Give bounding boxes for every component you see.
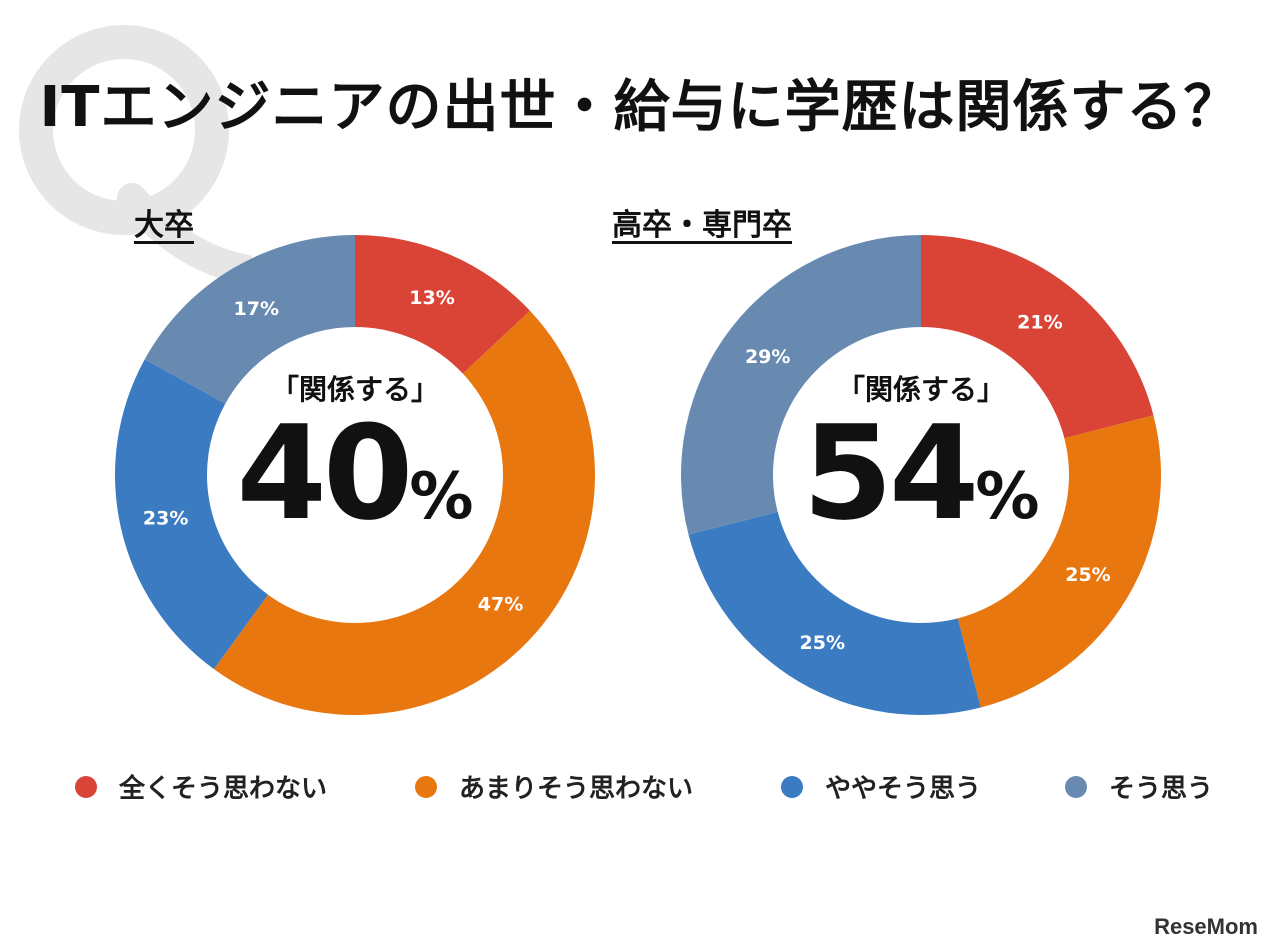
slice-data-label: 21% (1017, 312, 1062, 334)
legend-item: 全くそう思わない (75, 768, 327, 805)
legend-label: 全くそう思わない (119, 774, 328, 804)
donut-slice (681, 235, 921, 535)
donut-slice (921, 235, 1154, 439)
center-value: 54 (802, 397, 979, 549)
legend-swatch (75, 775, 97, 798)
donut-slice (114, 359, 269, 670)
legend-item: ややそう思う (781, 768, 981, 805)
legend-label: ややそう思う (825, 774, 982, 804)
slice-data-label: 25% (1065, 564, 1110, 586)
center-caption: 「関係する」 (270, 373, 439, 406)
brand-logo: ReseMom (1154, 914, 1258, 939)
legend-item: そう思う (1065, 768, 1213, 805)
legend-item: あまりそう思わない (415, 768, 693, 805)
page-title: ITエンジニアの出世・給与に学歴は関係する？ (39, 75, 1241, 140)
center-caption: 「関係する」 (836, 373, 1005, 406)
legend: 全くそう思わない あまりそう思わない ややそう思う そう思う (75, 768, 1235, 808)
slice-data-label: 17% (234, 298, 279, 320)
donut-slice (957, 415, 1161, 708)
slice-data-label: 29% (745, 346, 790, 368)
donut-chart-university: 13% 47% 23% 17% (114, 235, 596, 716)
donut-slice (688, 511, 981, 715)
slice-data-label: 23% (143, 507, 188, 529)
slice-data-label: 25% (800, 632, 845, 654)
center-value: 40 (236, 397, 413, 549)
center-summary-highschool: 「関係する」 54% (781, 368, 1061, 538)
center-unit: % (409, 460, 474, 534)
donut-slice (355, 235, 530, 374)
center-summary-university: 「関係する」 40% (215, 368, 495, 538)
legend-swatch (415, 775, 437, 798)
donut-slice (144, 235, 355, 404)
q-watermark-icon (19, 25, 252, 285)
chart-title-highschool: 高卒・専門卒 (612, 208, 792, 243)
chart-title-university: 大卒 (134, 208, 194, 243)
slice-data-label: 47% (478, 593, 523, 615)
legend-label: あまりそう思わない (459, 774, 694, 804)
legend-swatch (781, 775, 803, 798)
donut-chart-highschool: 21% 25% 25% 29% (681, 235, 1161, 715)
legend-swatch (1065, 775, 1087, 798)
donut-slice (213, 310, 596, 716)
legend-label: そう思う (1109, 774, 1214, 804)
slice-data-label: 13% (409, 287, 454, 309)
center-unit: % (975, 460, 1040, 534)
